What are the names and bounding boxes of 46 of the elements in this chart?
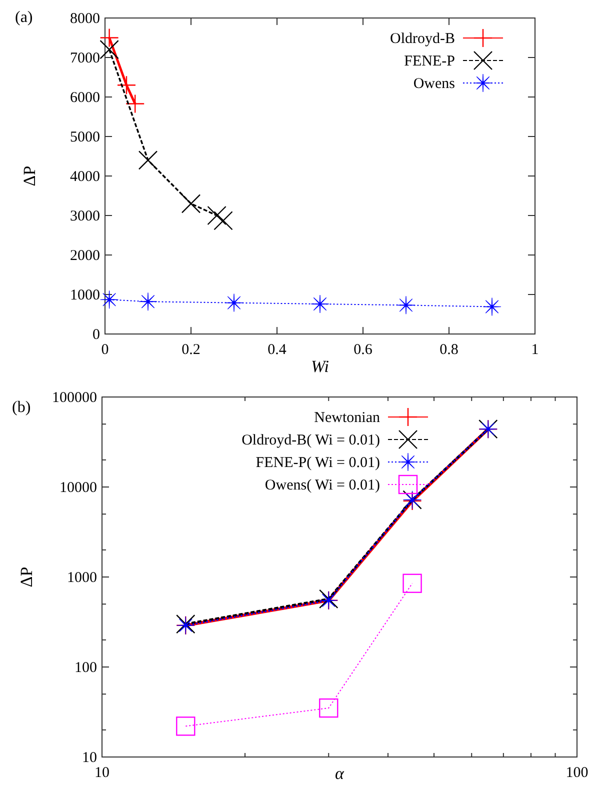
point [224,293,244,312]
y-tick-label: 1000 [70,288,100,304]
legend-label: Owens [413,76,456,92]
y-tick-label: 10 [82,750,97,766]
point [138,150,158,170]
y-tick-label: 10000 [60,480,97,496]
y-tick-label: 7000 [70,50,100,66]
x-tick-label: 1 [531,342,539,358]
chart-title: (b) [12,399,31,416]
y-tick-label: 100 [74,660,97,676]
point [100,40,119,60]
y-tick-label: 2000 [70,248,100,264]
x-axis-title: α [335,764,346,783]
y-tick-label: 4000 [70,169,100,185]
x-tick-label: 0.4 [268,342,287,358]
x-tick-label: 0.2 [182,342,200,358]
point [181,194,201,214]
point [214,211,233,230]
legend-label: Oldroyd-B( Wi = 0.01) [242,432,380,448]
point [310,294,330,314]
y-axis-title: ΔP [17,566,36,588]
y-tick-label: 5000 [70,130,100,146]
legend-label: Owens( Wi = 0.01) [264,478,380,494]
x-tick-label: 0.6 [354,342,373,358]
x-tick-label: 0.8 [440,342,458,358]
point [116,76,136,95]
legend-label: Newtonian [314,410,380,426]
legend-label: FENE-P( Wi = 0.01) [256,455,380,471]
y-axis-title: ΔP [20,166,39,186]
point [207,206,226,226]
x-axis-title: Wi [311,357,330,376]
point [100,290,119,309]
y-tick-label: 1000 [67,570,97,586]
y-tick-label: 3000 [70,208,100,224]
legend-label: FENE-P [404,54,455,70]
point [138,292,158,311]
point [482,297,502,316]
y-tick-label: 100000 [52,390,97,406]
y-tick-label: 6000 [70,90,100,106]
legend-label: Oldroyd-B [390,31,455,47]
y-tick-label: 0 [92,327,100,343]
chart-title: (a) [15,9,33,26]
point [396,296,416,314]
point [126,94,145,114]
y-tick-label: 8000 [70,11,100,27]
point [100,28,119,48]
